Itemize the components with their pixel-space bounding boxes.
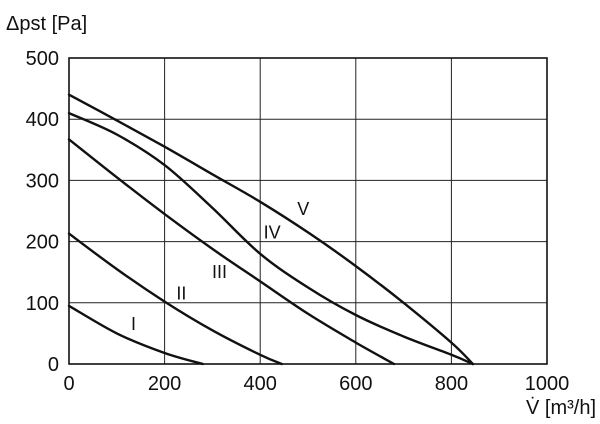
series-line-I: [67, 304, 204, 366]
series-line-IV: [67, 111, 475, 366]
series-line-III: [67, 138, 396, 366]
grid: [69, 58, 547, 364]
y-tick-label-300: 300: [26, 170, 59, 192]
y-tick-label-0: 0: [48, 354, 59, 376]
series-lines: [67, 93, 475, 366]
x-tick-label-400: 400: [244, 373, 277, 395]
y-tick-labels: 0 100 200 300 400 500: [26, 48, 59, 376]
x-tick-label-600: 600: [339, 373, 372, 395]
curve-label-II: II: [176, 284, 186, 304]
x-tick-label-800: 800: [435, 373, 468, 395]
x-tick-label-0: 0: [63, 373, 74, 395]
x-tick-label-200: 200: [148, 373, 181, 395]
x-axis-title: V̇ [m³/h]: [526, 397, 596, 419]
series-line-II: [67, 232, 283, 366]
y-tick-label-400: 400: [26, 109, 59, 131]
y-tick-label-100: 100: [26, 293, 59, 315]
y-tick-label-500: 500: [26, 48, 59, 70]
x-tick-labels: 0 200 400 600 800 1000: [63, 373, 569, 395]
y-tick-label-200: 200: [26, 232, 59, 254]
curve-label-III: III: [212, 262, 227, 282]
curve-label-IV: IV: [264, 222, 281, 242]
x-tick-label-1000: 1000: [525, 373, 570, 395]
series-line-V: [67, 93, 475, 366]
curve-label-I: I: [131, 314, 136, 334]
plot-frame: [68, 57, 548, 365]
y-axis-title: Δpst [Pa]: [6, 13, 87, 35]
curve-label-V: V: [297, 199, 309, 219]
